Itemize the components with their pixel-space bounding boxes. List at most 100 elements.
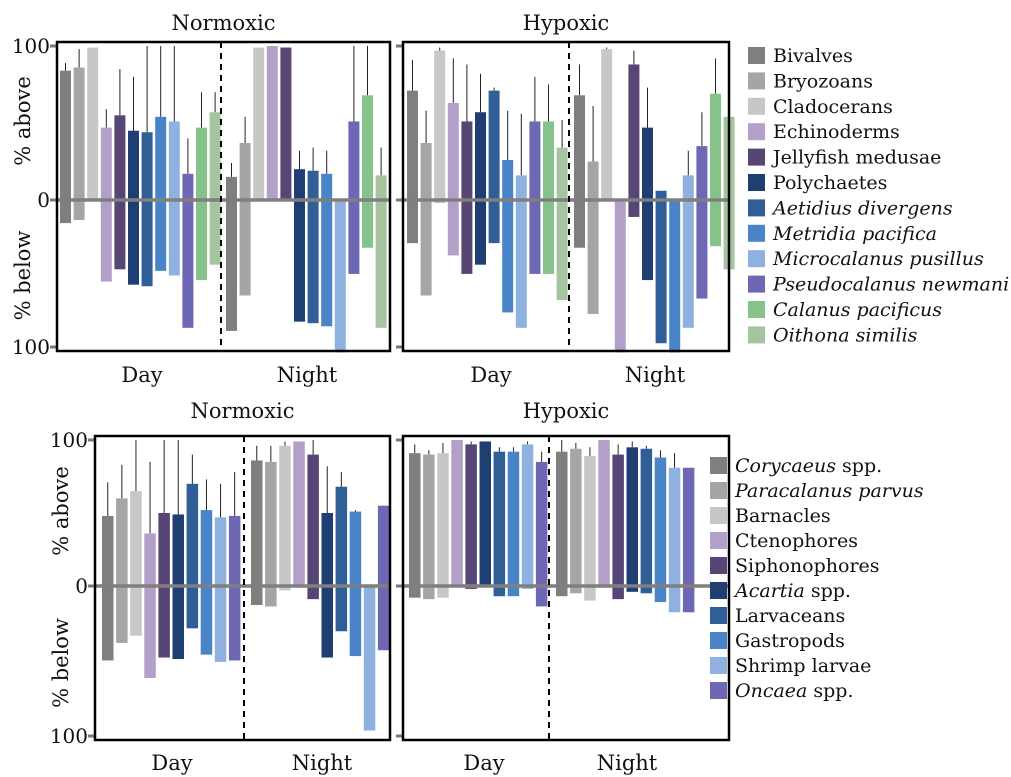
- legend-swatch: [748, 301, 765, 318]
- bar-below: [116, 586, 128, 643]
- bar-below: [279, 586, 291, 591]
- bar-below: [334, 200, 346, 353]
- bar-above: [587, 161, 599, 200]
- legend-swatch: [710, 532, 727, 549]
- bar-above: [447, 102, 459, 200]
- bar-above: [465, 444, 477, 586]
- bar-above: [521, 444, 534, 586]
- legend-label: Ctenophores: [735, 530, 858, 552]
- bar-below: [294, 200, 305, 322]
- bar-below: [612, 586, 624, 600]
- bar-above: [87, 47, 99, 200]
- bar-above: [488, 90, 500, 200]
- legend-label: Pseudocalanus newmani: [772, 274, 1009, 296]
- chart-panel-1: Normoxic 100 0 100 % above % below Day Night: [11, 11, 392, 387]
- panel-frame: [93, 434, 392, 742]
- bar-below: [535, 586, 548, 607]
- legend-label-name: Bivalves: [773, 45, 853, 67]
- bar-below: [60, 200, 71, 224]
- legend-item: Corycaeus spp.: [710, 455, 882, 477]
- bar-above: [375, 175, 387, 200]
- legend-swatch: [748, 326, 765, 344]
- bar-below: [654, 586, 667, 603]
- bar-below: [529, 200, 541, 274]
- bar-below: [447, 200, 459, 256]
- legend-label-name: Oithona similis: [773, 324, 918, 346]
- legend-label-name: Echinoderms: [773, 121, 900, 143]
- bar-below: [507, 586, 520, 597]
- legend-item: Paracalanus parvus: [710, 480, 924, 502]
- y-tick-label: 100: [12, 335, 50, 359]
- bar-above: [294, 169, 305, 200]
- legend-item: Microcalanus pusillus: [748, 248, 984, 270]
- bar-above: [182, 173, 194, 200]
- legend-label: Microcalanus pusillus: [772, 248, 984, 270]
- bar-above: [155, 116, 167, 200]
- bar-above: [601, 49, 613, 200]
- legend-item: Oithona similis: [748, 324, 918, 346]
- bar-below: [407, 200, 418, 244]
- bar-below: [668, 586, 681, 613]
- bar-below: [377, 586, 390, 651]
- legend-label: Metridia pacifica: [772, 223, 937, 245]
- period-label-day: Day: [121, 363, 162, 387]
- y-tick-label: 100: [50, 428, 88, 452]
- bar-above: [710, 93, 721, 200]
- bar-above: [349, 511, 362, 586]
- legend-label: Bryozoans: [773, 70, 873, 92]
- panel-title: Hypoxic: [523, 11, 610, 35]
- legend-swatch: [710, 632, 727, 649]
- bar-below: [182, 200, 194, 328]
- legend-item: Calanus pacificus: [748, 299, 942, 321]
- legend-label: Shrimp larvae: [735, 655, 871, 677]
- legend-1: Bivalves Bryozoans Cladocerans Echinoderms J…: [748, 45, 1009, 346]
- legend-label: Aetidius divergens: [771, 197, 953, 219]
- bar-below: [584, 586, 596, 601]
- bar-above: [253, 47, 265, 200]
- bar-above: [451, 440, 463, 586]
- legend-label: Echinoderms: [773, 121, 900, 143]
- bar-below: [130, 586, 142, 636]
- bar-below: [321, 586, 333, 658]
- bar-below: [628, 200, 640, 217]
- bar-above: [114, 115, 126, 200]
- bar-below: [226, 200, 237, 331]
- bar-below: [335, 586, 348, 632]
- bar-below: [228, 586, 241, 661]
- legend-swatch: [748, 97, 765, 115]
- panel-title: Normoxic: [191, 399, 295, 423]
- legend-label-name: Barnacles: [735, 505, 831, 527]
- y-tick-label: 0: [75, 574, 88, 598]
- panel-frame: [401, 434, 731, 742]
- bar-below: [423, 586, 435, 600]
- legend-swatch: [710, 507, 727, 524]
- legend-label: Gastropods: [735, 630, 845, 652]
- bar-above: [116, 498, 128, 586]
- bar-below: [128, 200, 139, 285]
- legend-label-name: Aetidius divergens: [771, 197, 953, 219]
- bar-above: [407, 90, 418, 200]
- bar-above: [493, 451, 506, 586]
- bar-below: [114, 200, 126, 270]
- legend-label-name: Jellyfish medusae: [771, 147, 941, 169]
- legend-item: Shrimp larvae: [710, 655, 871, 677]
- bar-above: [696, 146, 708, 200]
- bar-above: [574, 95, 585, 200]
- legend-item: Jellyfish medusae: [748, 147, 941, 169]
- bar-above: [535, 461, 548, 586]
- bar-above: [584, 456, 596, 586]
- bar-below: [515, 200, 527, 328]
- bar-above: [507, 451, 520, 586]
- legend-label: Oncaea spp.: [735, 680, 854, 702]
- bar-above: [130, 491, 142, 586]
- bar-above: [502, 159, 514, 200]
- panel-title: Normoxic: [172, 11, 276, 35]
- bar-above: [479, 441, 491, 586]
- bar-below: [475, 200, 486, 265]
- legend-item: Barnacles: [710, 505, 831, 527]
- bar-below: [265, 586, 277, 607]
- legend-label: Corycaeus spp.: [735, 455, 882, 477]
- bar-above: [293, 441, 305, 586]
- legend-item: Larvaceans: [710, 605, 845, 627]
